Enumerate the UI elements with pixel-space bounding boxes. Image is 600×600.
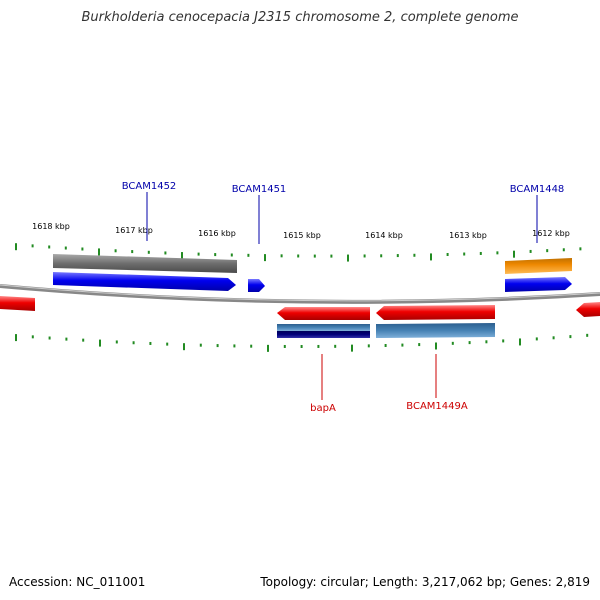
- forward-label-leaders: [146, 192, 538, 244]
- ruler-label: 1614 kbp: [365, 231, 403, 240]
- reverse-gene-labels: bapA BCAM1449A: [310, 401, 468, 414]
- ruler-label: 1612 kbp: [532, 229, 570, 238]
- gene-arrow-left-edge[interactable]: [0, 296, 35, 311]
- inner-tick-ring: [15, 333, 589, 352]
- gene-arrow-right-edge[interactable]: [576, 302, 600, 317]
- gene-arrow-bcam1448[interactable]: [505, 277, 572, 292]
- chromosome-backbone: [0, 284, 600, 304]
- grey-cds-feature[interactable]: [53, 254, 237, 273]
- navy-cds-feature-bapa[interactable]: [277, 331, 370, 338]
- gene-label-bapa[interactable]: bapA: [310, 403, 336, 414]
- gene-label-bcam1449a[interactable]: BCAM1449A: [406, 401, 468, 412]
- gene-arrow-bapa[interactable]: [277, 307, 370, 320]
- orange-cds-feature[interactable]: [505, 258, 572, 274]
- gene-arrow-bcam1451[interactable]: [248, 279, 265, 292]
- ruler-labels: 1618 kbp 1617 kbp 1616 kbp 1615 kbp 1614…: [32, 222, 570, 240]
- ruler-label: 1617 kbp: [115, 226, 153, 235]
- gene-label-bcam1452[interactable]: BCAM1452: [122, 181, 177, 192]
- reverse-label-leaders: [321, 354, 437, 400]
- map-title: Burkholderia cenocepacia J2315 chromosom…: [81, 10, 519, 25]
- genome-summary-text: Topology: circular; Length: 3,217,062 bp…: [260, 575, 590, 589]
- forward-gene-labels: BCAM1452 BCAM1451 BCAM1448: [122, 181, 565, 195]
- ruler-label: 1615 kbp: [283, 231, 321, 240]
- ruler-label: 1618 kbp: [32, 222, 70, 231]
- backbone-highlight: [0, 284, 600, 302]
- gene-arrow-bcam1452[interactable]: [53, 272, 236, 291]
- ruler-label: 1613 kbp: [449, 231, 487, 240]
- ruler-label: 1616 kbp: [198, 229, 236, 238]
- steel-cds-feature-bcam1449a[interactable]: [376, 323, 495, 338]
- gene-label-bcam1448[interactable]: BCAM1448: [510, 184, 565, 195]
- gene-label-bcam1451[interactable]: BCAM1451: [232, 184, 287, 195]
- steel-cds-feature-bapa[interactable]: [277, 324, 370, 331]
- gene-arrow-bcam1449a[interactable]: [376, 305, 495, 320]
- outer-tick-ring: [15, 243, 582, 262]
- accession-text: Accession: NC_011001: [9, 575, 146, 589]
